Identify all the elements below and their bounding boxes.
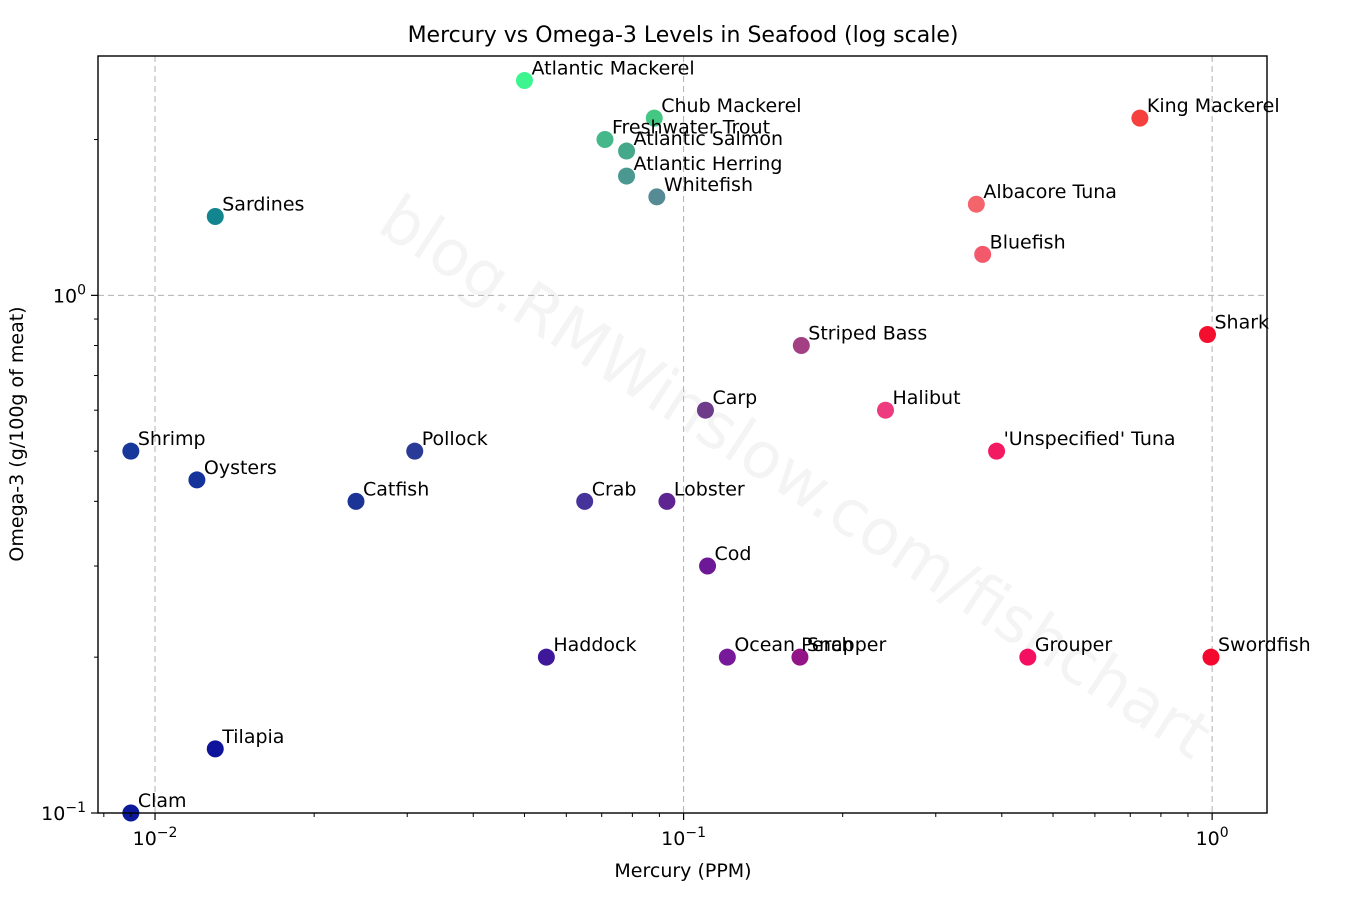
- point-label: Clam: [138, 790, 187, 812]
- point-label: Oysters: [204, 457, 277, 479]
- point-label: Carp: [712, 387, 757, 409]
- x-tick-label: 10−1: [661, 825, 706, 850]
- point-labels: Atlantic Mackerel Chub MackerelFreshwater…: [138, 58, 1311, 812]
- x-tick-label: 10−2: [133, 825, 178, 850]
- data-point: [1202, 648, 1220, 666]
- point-label: Atlantic Herring: [634, 153, 783, 175]
- data-point: [122, 442, 140, 460]
- point-label: Freshwater Trout: [612, 117, 770, 139]
- data-point: [618, 142, 636, 160]
- data-point: [188, 471, 206, 489]
- data-point: [596, 131, 614, 149]
- x-axis-label: Mercury (PPM): [614, 860, 751, 882]
- point-label: Atlantic Salmon: [634, 128, 783, 150]
- data-point: [537, 648, 555, 666]
- data-point: [1019, 648, 1037, 666]
- point-label: Snapper: [807, 634, 887, 656]
- data-point: [792, 337, 810, 355]
- point-label: Shark: [1214, 312, 1269, 334]
- point-label: Pollock: [422, 428, 488, 450]
- data-point: [974, 245, 992, 263]
- data-point: [699, 557, 717, 575]
- point-label: Lobster: [674, 478, 745, 500]
- data-point: [718, 648, 736, 666]
- chart-title: Mercury vs Omega-3 Levels in Seafood (lo…: [408, 23, 959, 48]
- y-tick-label: 10−1: [41, 800, 86, 825]
- data-point: [791, 648, 809, 666]
- point-label: Chub Mackerel: [661, 95, 801, 117]
- point-label: Halibut: [892, 387, 960, 409]
- point-label: Ocean Perch: [734, 634, 853, 656]
- x-tick-label: 100: [1196, 825, 1229, 850]
- data-point: [347, 492, 365, 510]
- point-label: Sardines: [222, 194, 304, 216]
- point-label: Shrimp: [138, 428, 206, 450]
- point-label: Cod: [715, 543, 752, 565]
- data-point: [515, 72, 533, 90]
- data-point: [206, 740, 224, 758]
- point-label: Whitefish: [664, 174, 753, 196]
- data-point: [648, 188, 666, 206]
- point-label: Tilapia: [221, 726, 284, 748]
- data-point: [876, 401, 894, 419]
- point-label: Grouper: [1035, 634, 1113, 656]
- data-point: [406, 442, 424, 460]
- point-label: King Mackerel: [1147, 95, 1280, 117]
- y-axis-label: Omega-3 (g/100g of meat): [6, 306, 28, 561]
- point-label: Striped Bass: [808, 323, 927, 345]
- y-tick-label: 100: [53, 282, 86, 307]
- data-point: [206, 208, 224, 226]
- data-point: [1198, 326, 1216, 344]
- data-points: [122, 72, 1220, 822]
- data-point: [1131, 109, 1149, 127]
- data-point: [967, 195, 985, 213]
- data-point: [576, 492, 594, 510]
- watermark: blog.RMWinslow.com/fishchart: [366, 181, 1223, 774]
- data-point: [658, 492, 676, 510]
- point-label: Catfish: [363, 478, 429, 500]
- data-point: [618, 167, 636, 185]
- data-point: [645, 109, 663, 127]
- data-point: [696, 401, 714, 419]
- point-label: Albacore Tuna: [983, 181, 1117, 203]
- point-label: Atlantic Mackerel: [531, 58, 694, 80]
- point-label: Crab: [592, 478, 637, 500]
- point-label: Bluefish: [990, 231, 1066, 253]
- point-label: Haddock: [553, 634, 636, 656]
- plot-frame: [97, 55, 1268, 814]
- data-point: [988, 442, 1006, 460]
- point-label: Swordfish: [1218, 634, 1311, 656]
- point-label: 'Unspecified' Tuna: [1004, 428, 1176, 450]
